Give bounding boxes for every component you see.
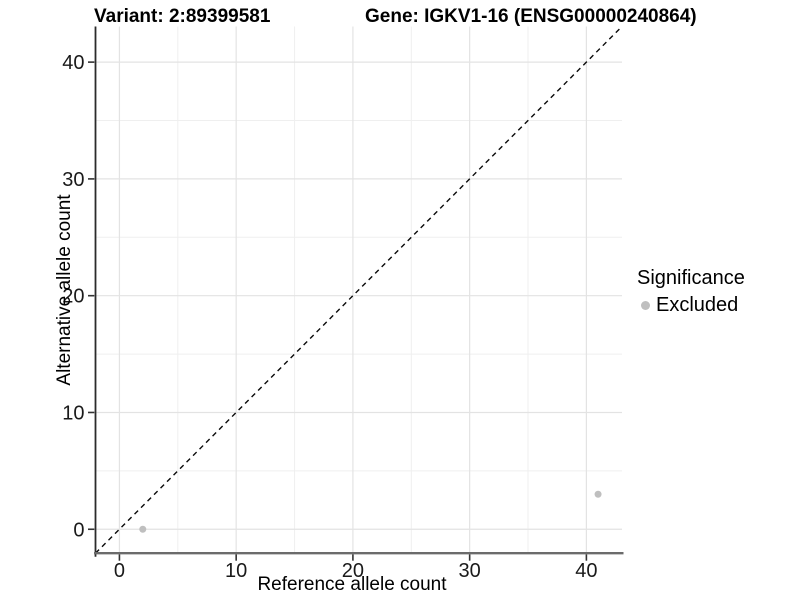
x-tick-label: 0 [114,560,125,582]
x-tick-label: 40 [575,560,597,582]
legend-title: Significance [637,267,745,289]
x-tick-label: 20 [342,560,364,582]
x-tick-label: 10 [225,560,247,582]
legend-entry-label: Excluded [656,294,739,316]
data-point [139,525,147,533]
data-point [594,490,602,498]
x-axis-title: Reference allele count [257,574,447,595]
gene-title: Gene: IGKV1-16 (ENSG00000240864) [365,6,697,27]
x-tick-label: 30 [459,560,481,582]
excluded-point-icon [641,301,650,310]
y-tick-label: 40 [62,52,84,74]
y-tick-label: 10 [62,402,84,424]
y-tick-label: 20 [62,286,84,308]
legend: Significance Excluded [637,267,745,317]
variant-title: Variant: 2:89399581 [94,6,271,27]
y-axis-title: Alternative allele count [54,194,75,386]
identity-dashed-line [95,26,623,554]
legend-entry-excluded: Excluded [637,294,745,317]
y-tick-label: 0 [73,519,84,541]
y-tick-label: 30 [62,169,84,191]
